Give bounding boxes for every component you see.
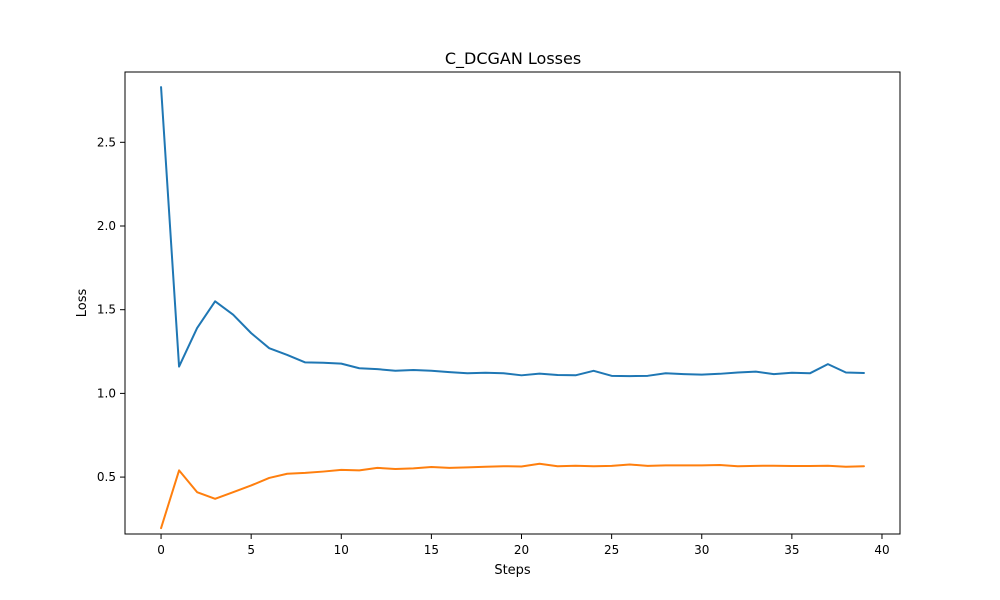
x-axis: 0 5 10 15 20 25 30 35 40 bbox=[157, 534, 890, 557]
x-tick-label: 25 bbox=[604, 543, 619, 557]
plot-frame bbox=[124, 71, 901, 535]
series-line-2 bbox=[160, 462, 865, 530]
y-tick-label: 0.5 bbox=[97, 470, 116, 484]
series-line-1 bbox=[160, 86, 865, 378]
x-axis-label: Steps bbox=[494, 563, 531, 578]
x-tick-label: 15 bbox=[424, 543, 439, 557]
x-tick-label: 20 bbox=[514, 543, 529, 557]
y-tick-label: 1.0 bbox=[97, 386, 116, 400]
y-axis: 0.5 1.0 1.5 2.0 2.5 bbox=[97, 135, 125, 484]
x-tick-label: 10 bbox=[334, 543, 349, 557]
chart-title: C_DCGAN Losses bbox=[445, 49, 581, 69]
x-tick-label: 0 bbox=[157, 543, 165, 557]
y-tick-label: 1.5 bbox=[97, 303, 116, 317]
x-tick-label: 30 bbox=[694, 543, 709, 557]
y-axis-label: Loss bbox=[75, 289, 90, 318]
x-tick-label: 5 bbox=[247, 543, 255, 557]
x-tick-label: 40 bbox=[874, 543, 889, 557]
x-tick-label: 35 bbox=[784, 543, 799, 557]
y-tick-label: 2.0 bbox=[97, 219, 116, 233]
plot-area bbox=[160, 86, 865, 530]
y-tick-label: 2.5 bbox=[97, 135, 116, 149]
